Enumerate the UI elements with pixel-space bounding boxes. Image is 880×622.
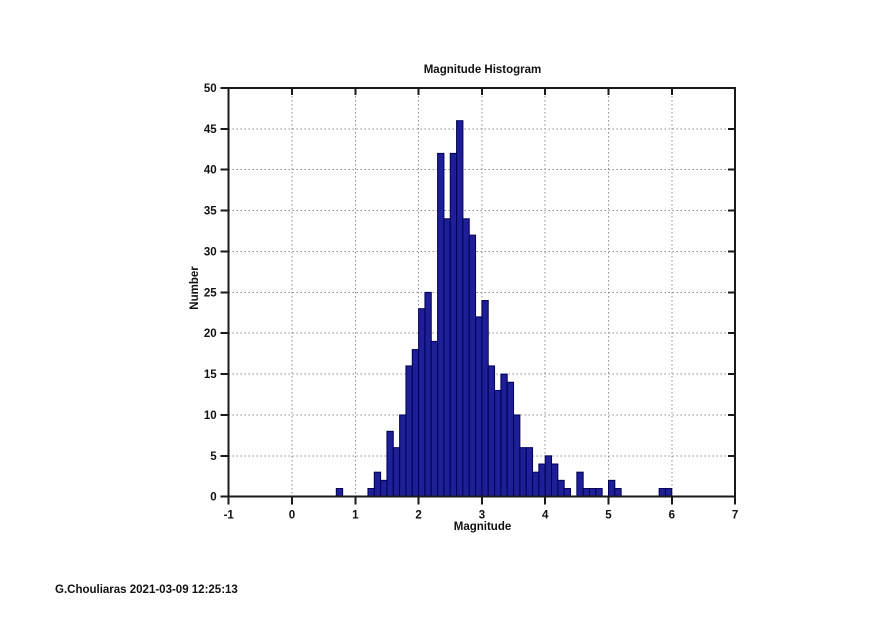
histogram-bar — [582, 488, 591, 498]
y-tick-label: 0 — [210, 492, 216, 504]
y-tick-label: 50 — [204, 83, 217, 95]
histogram-bar — [399, 414, 407, 498]
histogram-bar — [373, 471, 382, 498]
histogram-bar — [500, 373, 508, 498]
histogram-bar — [468, 234, 477, 498]
x-tick-label: 7 — [732, 510, 738, 522]
histogram-bar — [392, 447, 401, 498]
histogram-bar — [608, 479, 616, 498]
histogram-bar — [405, 365, 413, 498]
histogram-bar — [494, 389, 502, 498]
histogram-bar — [532, 471, 540, 498]
y-tick-label: 30 — [204, 246, 217, 258]
x-tick-label: 5 — [605, 510, 612, 522]
histogram-bar — [513, 414, 521, 498]
histogram-bar — [424, 291, 432, 498]
histogram-bar — [462, 218, 470, 498]
histogram-bar — [475, 316, 483, 498]
histogram-bar — [525, 447, 534, 498]
chart-title: Magnitude Histogram — [423, 64, 542, 76]
histogram-bar — [456, 120, 464, 498]
y-tick-label: 10 — [204, 410, 217, 422]
x-tick-label: 0 — [289, 510, 295, 522]
histogram-bar — [557, 479, 565, 498]
histogram-bar — [563, 488, 572, 498]
histogram-bar — [437, 152, 445, 498]
histogram-bar — [538, 463, 546, 498]
y-tick-label: 35 — [204, 206, 217, 218]
histogram-bar — [411, 349, 420, 498]
histogram-bar — [519, 447, 527, 498]
x-tick-label: 1 — [352, 510, 359, 522]
x-axis-label: Magnitude — [453, 521, 512, 533]
histogram-bar — [589, 488, 597, 498]
y-tick-label: 15 — [204, 369, 217, 381]
x-tick-label: -1 — [224, 510, 235, 522]
histogram-bar — [481, 300, 489, 498]
y-tick-label: 40 — [204, 165, 217, 177]
y-axis-label: Number — [189, 266, 201, 310]
histogram-bar — [443, 218, 451, 498]
histogram-bar — [544, 455, 553, 498]
histogram-bar — [430, 340, 439, 498]
histogram-bar — [595, 488, 603, 498]
histogram-bar — [664, 488, 673, 498]
x-tick-label: 2 — [415, 510, 421, 522]
histogram-bar — [551, 463, 559, 498]
histogram-bar — [386, 430, 394, 498]
y-tick-label: 5 — [210, 451, 217, 463]
histogram-bar — [487, 365, 496, 498]
y-tick-label: 45 — [204, 124, 217, 136]
histogram-bar — [658, 488, 666, 498]
x-tick-label: 3 — [479, 510, 485, 522]
histogram-bar — [418, 308, 426, 498]
histogram-bar — [506, 381, 515, 498]
histogram-bar — [576, 471, 584, 498]
y-tick-label: 25 — [204, 287, 217, 299]
histogram-bar — [380, 479, 388, 498]
x-tick-label: 6 — [669, 510, 675, 522]
histogram-bar — [449, 152, 458, 498]
histogram-bar — [614, 488, 622, 498]
x-tick-label: 4 — [542, 510, 549, 522]
y-tick-label: 20 — [204, 328, 217, 340]
footer-credit-timestamp: G.Chouliaras 2021-03-09 12:25:13 — [55, 584, 238, 596]
histogram-bar — [335, 488, 344, 498]
histogram-bar — [367, 488, 375, 498]
